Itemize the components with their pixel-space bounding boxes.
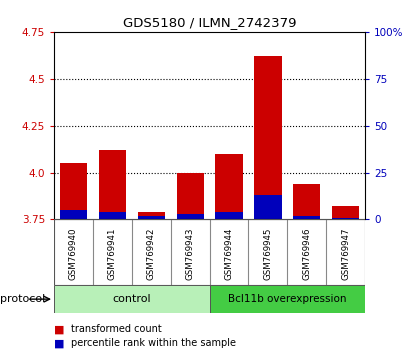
- Text: GSM769947: GSM769947: [341, 227, 350, 280]
- Bar: [54, 285, 210, 313]
- Bar: [138, 212, 165, 219]
- Bar: [254, 195, 281, 219]
- Text: percentile rank within the sample: percentile rank within the sample: [71, 338, 236, 348]
- Bar: [60, 163, 87, 219]
- Bar: [293, 216, 320, 219]
- Text: control: control: [112, 294, 151, 304]
- Text: Bcl11b overexpression: Bcl11b overexpression: [228, 294, 347, 304]
- Text: GSM769942: GSM769942: [147, 227, 156, 280]
- Bar: [176, 214, 204, 219]
- Bar: [138, 216, 165, 219]
- Bar: [332, 218, 359, 219]
- Text: GSM769943: GSM769943: [186, 227, 195, 280]
- Title: GDS5180 / ILMN_2742379: GDS5180 / ILMN_2742379: [123, 16, 296, 29]
- Text: ■: ■: [54, 324, 64, 334]
- Text: GSM769941: GSM769941: [108, 227, 117, 280]
- Text: ■: ■: [54, 338, 64, 348]
- Bar: [215, 154, 243, 219]
- Text: GSM769946: GSM769946: [303, 227, 311, 280]
- Bar: [210, 285, 365, 313]
- Bar: [293, 184, 320, 219]
- Bar: [332, 206, 359, 219]
- Text: protocol: protocol: [0, 294, 45, 304]
- Text: GSM769945: GSM769945: [264, 227, 272, 280]
- Text: GSM769944: GSM769944: [225, 227, 234, 280]
- Bar: [176, 173, 204, 219]
- Bar: [99, 150, 126, 219]
- Text: GSM769940: GSM769940: [69, 227, 78, 280]
- Bar: [60, 210, 87, 219]
- Text: transformed count: transformed count: [71, 324, 161, 334]
- Bar: [215, 212, 243, 219]
- Bar: [99, 212, 126, 219]
- Bar: [254, 56, 281, 219]
